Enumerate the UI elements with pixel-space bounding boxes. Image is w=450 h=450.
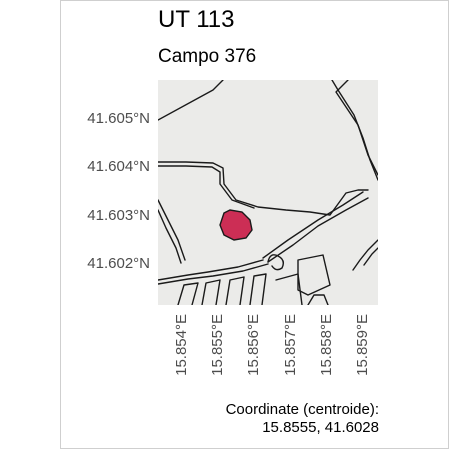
block-south-1 (177, 282, 199, 305)
centroid-caption: Coordinate (centroide): 15.8555, 41.6028 (226, 401, 379, 437)
y-tick-label: 41.605°N (87, 110, 150, 127)
y-tick-label: 41.603°N (87, 207, 150, 224)
x-tick-label: 15.858°E (318, 314, 335, 376)
x-tick-label: 15.859°E (354, 314, 371, 376)
road-north-west (158, 80, 224, 121)
road-south-a (158, 259, 264, 281)
road-east-edge-b (363, 247, 378, 266)
road-central-curve (158, 161, 369, 216)
map-subtitle: Campo 376 (158, 46, 257, 67)
road-central-curve-b (158, 165, 255, 209)
block-south-3 (225, 276, 245, 305)
x-tick-label: 15.855°E (209, 314, 226, 376)
y-tick-label: 41.604°N (87, 158, 150, 175)
road-south-west-b (158, 209, 182, 264)
caption-line-2: 15.8555, 41.6028 (262, 419, 379, 436)
road-diagonal-a (262, 191, 364, 259)
road-south-west-a (158, 199, 186, 261)
block-east (297, 254, 331, 296)
road-north-east-b (335, 80, 378, 176)
y-tick-label: 41.602°N (87, 255, 150, 272)
road-south-b (158, 263, 269, 285)
road-east-edge (352, 239, 378, 271)
caption-line-1: Coordinate (centroide): (225, 401, 379, 418)
map-title: UT 113 (158, 6, 235, 33)
road-diagonal-b (267, 197, 369, 263)
map-panel[interactable] (158, 80, 378, 305)
block-south-2 (201, 279, 221, 305)
block-south-5 (307, 294, 329, 305)
x-tick-label: 15.854°E (173, 314, 190, 376)
ut-113-feature-polygon[interactable] (219, 209, 253, 241)
map-svg (158, 80, 378, 305)
map-background (158, 80, 378, 305)
x-tick-label: 15.857°E (282, 314, 299, 376)
x-tick-label: 15.856°E (245, 314, 262, 376)
block-south-4 (249, 273, 267, 305)
block-east-2 (275, 273, 303, 305)
block-roundabout (267, 254, 285, 271)
